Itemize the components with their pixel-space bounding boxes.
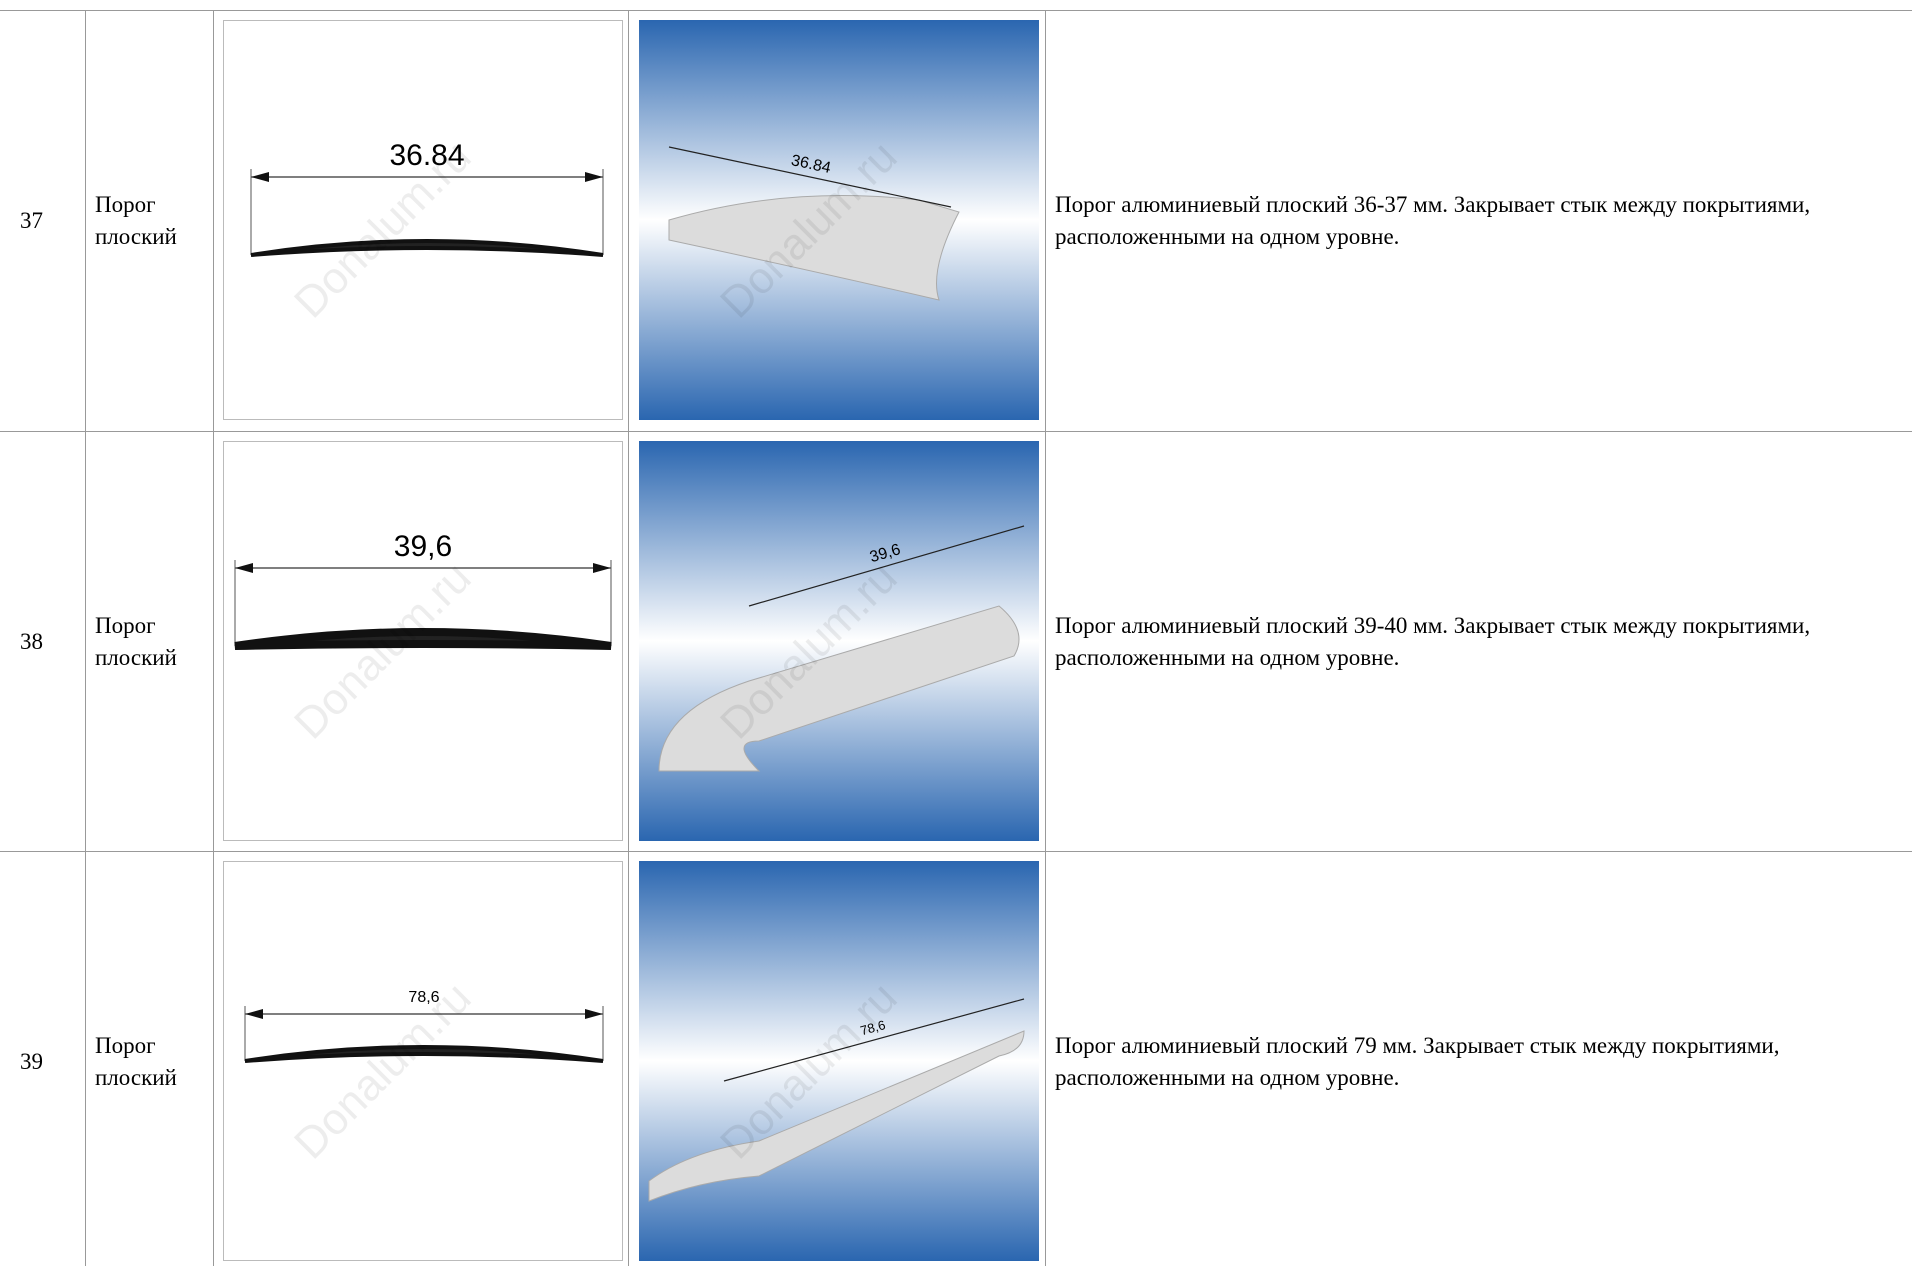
slab <box>648 1030 1025 1202</box>
dimension-label: 39,6 <box>394 530 452 563</box>
profile-drawing: 78,6 Donalum.ru <box>223 861 623 1261</box>
row-number: 38 <box>20 628 43 654</box>
product-description: Порог алюминиевый плоский 36-37 мм. Закр… <box>1055 191 1811 249</box>
row-border <box>0 10 1912 11</box>
frame <box>223 861 623 1261</box>
column-border <box>213 10 214 1266</box>
frame <box>223 20 623 420</box>
dimension-label: 78,6 <box>408 989 439 1006</box>
render-dimension <box>668 146 952 208</box>
profile-drawing: 36.84 Donalum.ru <box>223 20 623 420</box>
product-description: Порог алюминиевый плоский 79 мм. Закрыва… <box>1055 1032 1780 1090</box>
row-border <box>0 431 1912 432</box>
product-name: Порог плоский <box>95 191 177 249</box>
column-border <box>85 10 86 1266</box>
column-border <box>628 10 629 1266</box>
profile-shape <box>250 239 604 257</box>
profile-render: 78,6 Donalum.ru <box>639 861 1039 1261</box>
column-border <box>1045 10 1046 1266</box>
row-border <box>0 851 1912 852</box>
product-name: Порог плоский <box>95 612 177 670</box>
row-number: 39 <box>20 1048 43 1074</box>
profile-shape <box>234 628 612 650</box>
product-name: Порог плоский <box>95 1032 177 1090</box>
profile-render: 36.84 Donalum.ru <box>639 20 1039 420</box>
render-dimension <box>723 998 1025 1082</box>
product-description: Порог алюминиевый плоский 39-40 мм. Закр… <box>1055 612 1811 670</box>
slab <box>658 605 1020 772</box>
profile-render: 39,6 Donalum.ru <box>639 441 1039 841</box>
profile-drawing: 39,6 Donalum.ru <box>223 441 623 841</box>
dimension-label: 36.84 <box>389 139 464 172</box>
row-number: 37 <box>20 207 43 233</box>
render-dimension-label: 78,6 <box>859 1017 887 1038</box>
profile-shape <box>244 1045 604 1063</box>
slab <box>668 195 960 301</box>
render-dimension <box>748 525 1025 607</box>
